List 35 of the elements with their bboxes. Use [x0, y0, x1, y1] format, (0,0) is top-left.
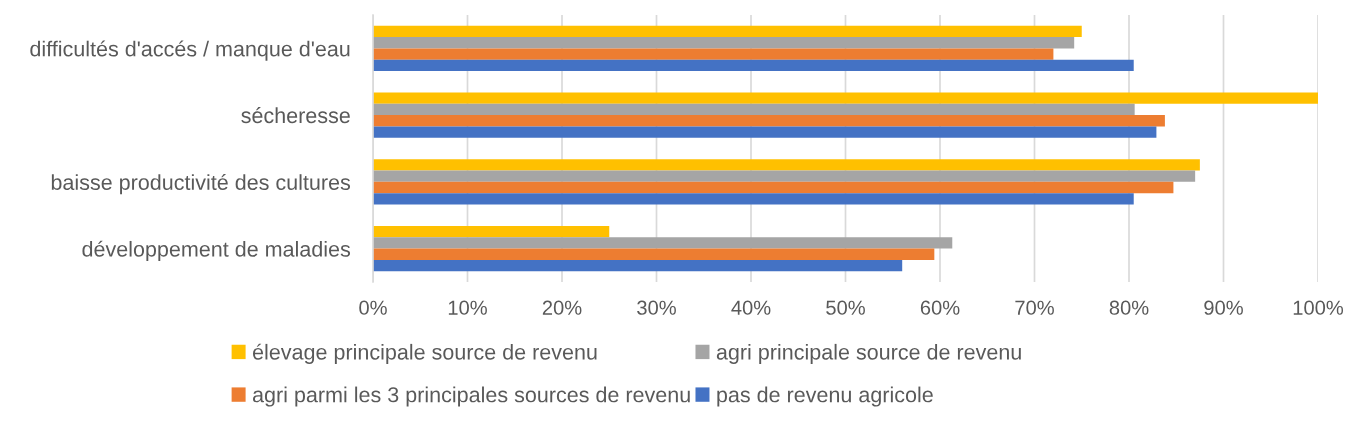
legend-label: élevage principale source de revenu	[252, 343, 597, 364]
x-tick-label: 30%	[637, 300, 676, 315]
y-tick-label: développement de maladies	[82, 240, 351, 262]
bar	[373, 259, 903, 272]
x-tick-label: 70%	[1015, 300, 1054, 315]
bar	[373, 48, 1054, 60]
legend-label: agri principale source de revenu	[716, 343, 1021, 364]
x-tick-label: 40%	[731, 300, 771, 315]
x-tick-label: 100%	[1293, 300, 1344, 315]
x-tick-label: 90%	[1204, 300, 1243, 315]
x-tick-label: 20%	[542, 300, 582, 315]
bar	[373, 25, 1082, 38]
x-tick-label: 50%	[826, 300, 865, 315]
y-tick-label: baisse productivité des cultures	[51, 173, 351, 195]
legend-label: agri parmi les 3 principales sources de revenu	[252, 386, 690, 407]
bar	[373, 59, 1134, 72]
bar	[373, 126, 1157, 138]
bar	[373, 92, 1318, 104]
bar	[373, 103, 1135, 116]
bar	[373, 237, 953, 249]
bar	[373, 225, 610, 238]
bar	[373, 115, 1165, 127]
x-tick-label: 0%	[359, 300, 387, 315]
x-tick-label: 10%	[448, 300, 487, 315]
bar	[373, 37, 1075, 49]
bar	[373, 248, 935, 260]
bar	[373, 193, 1134, 205]
bar	[373, 159, 1200, 171]
bar	[373, 181, 1174, 194]
legend-label: pas de revenu agricole	[717, 386, 933, 407]
bar	[373, 170, 1196, 182]
x-tick-label: 60%	[920, 300, 960, 315]
y-tick-label: sécheresse	[241, 107, 350, 124]
y-tick-label: difficultés d'accés / manque d'eau	[30, 40, 350, 61]
x-tick-label: 80%	[1109, 300, 1149, 315]
